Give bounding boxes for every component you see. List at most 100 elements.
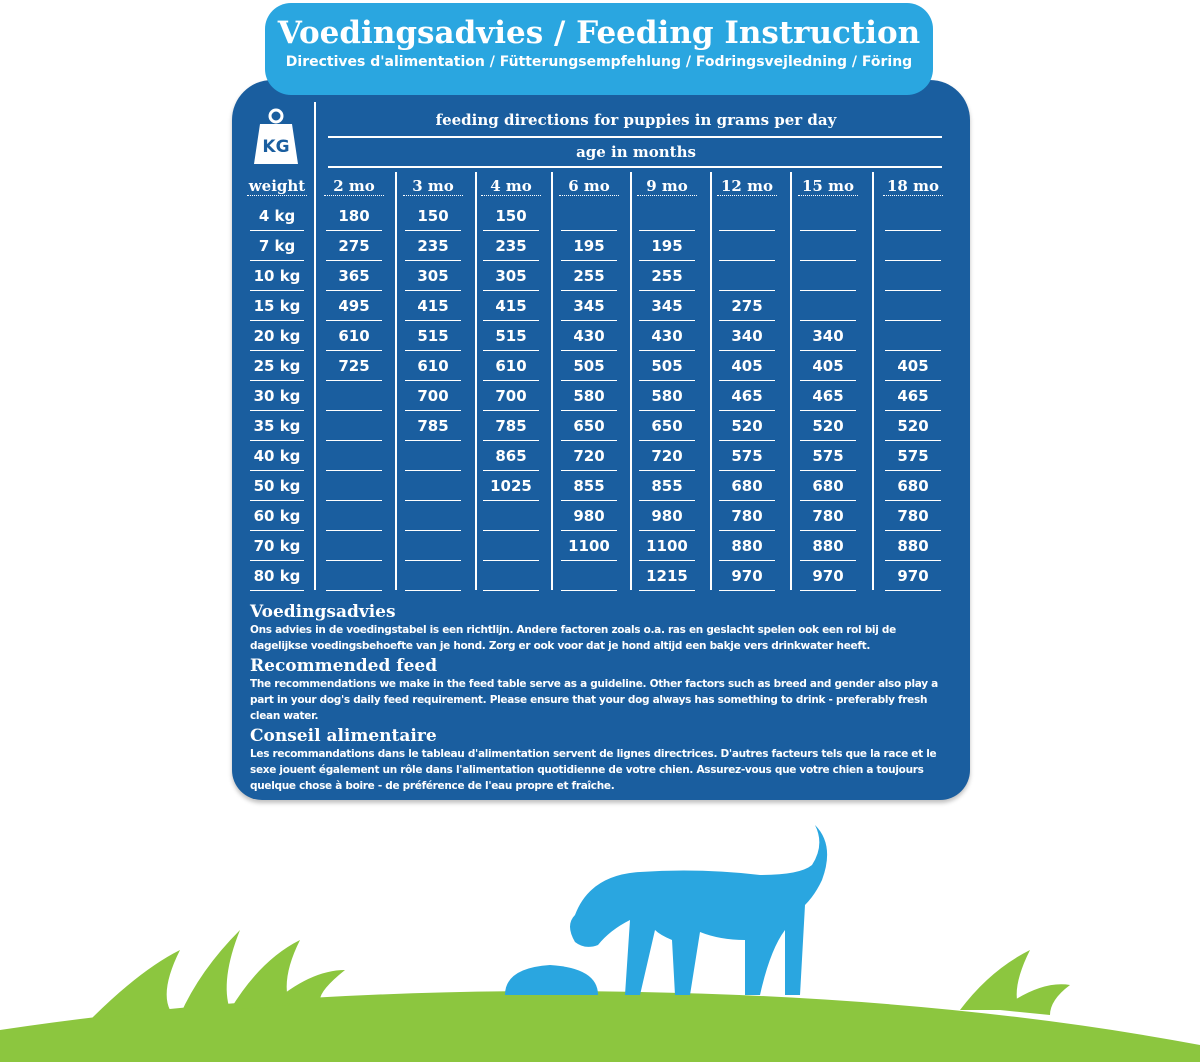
value-cell [483,503,539,533]
value-cell: 970 [885,563,941,593]
table-subcaption: age in months [576,143,696,161]
column-divider [872,172,874,590]
value-cell: 580 [639,383,695,413]
value-cell [483,533,539,563]
value-cell [405,473,461,503]
value-cell: 305 [405,263,461,293]
page-subtitle: Directives d'alimentation / Fütterungsem… [285,54,913,70]
value-cell: 1100 [639,533,695,563]
value-cell: 720 [561,443,617,473]
value-cell: 405 [885,353,941,383]
value-cell: 415 [483,293,539,323]
value-cell [885,263,941,293]
value-cell: 650 [561,413,617,443]
dog-scene [0,825,1200,1062]
column-header: 9 mo [637,177,697,196]
column-divider [710,172,712,590]
value-cell: 150 [483,203,539,233]
column-header: 4 mo [481,177,541,196]
weight-cell: 10 kg [250,263,304,293]
value-cell: 865 [483,443,539,473]
value-cell: 195 [639,233,695,263]
value-cell: 365 [326,263,382,293]
column-divider [551,172,553,590]
value-cell: 680 [885,473,941,503]
column-divider [475,172,477,590]
value-cell: 855 [561,473,617,503]
value-cell [800,263,856,293]
grass-hill [0,991,1200,1062]
value-cell: 180 [326,203,382,233]
value-cell: 785 [405,413,461,443]
weight-cell: 15 kg [250,293,304,323]
value-cell [326,473,382,503]
value-cell: 505 [561,353,617,383]
value-cell [326,533,382,563]
value-cell: 1215 [639,563,695,593]
value-cell [639,203,695,233]
value-cell [561,203,617,233]
weight-cell: 25 kg [250,353,304,383]
value-cell [326,563,382,593]
value-cell [483,563,539,593]
value-cell: 880 [719,533,775,563]
value-cell: 430 [639,323,695,353]
column-divider [630,172,632,590]
value-cell: 780 [885,503,941,533]
weight-cell: 40 kg [250,443,304,473]
column-header: 18 mo [883,177,943,196]
value-cell: 430 [561,323,617,353]
value-cell: 575 [719,443,775,473]
value-cell: 855 [639,473,695,503]
value-cell: 305 [483,263,539,293]
value-cell [800,293,856,323]
weight-cell: 35 kg [250,413,304,443]
weight-cell: 70 kg [250,533,304,563]
value-cell: 495 [326,293,382,323]
column-divider [790,172,792,590]
value-cell: 610 [483,353,539,383]
value-cell [326,383,382,413]
value-cell: 700 [483,383,539,413]
value-cell: 575 [800,443,856,473]
value-cell [405,563,461,593]
value-cell [405,443,461,473]
value-cell: 340 [800,323,856,353]
value-cell: 970 [719,563,775,593]
weight-cell: 7 kg [250,233,304,263]
column-header: 3 mo [403,177,463,196]
value-cell: 980 [561,503,617,533]
table-caption: feeding directions for puppies in grams … [435,111,837,129]
value-cell: 520 [719,413,775,443]
value-cell: 235 [483,233,539,263]
value-cell: 700 [405,383,461,413]
value-cell [719,203,775,233]
header-tab: Voedingsadvies / Feeding Instruction Dir… [265,3,933,95]
divider [314,102,316,590]
value-cell: 1025 [483,473,539,503]
value-cell: 195 [561,233,617,263]
value-cell: 515 [405,323,461,353]
column-divider [395,172,397,590]
value-cell: 680 [719,473,775,503]
value-cell: 235 [405,233,461,263]
value-cell [885,233,941,263]
value-cell: 520 [800,413,856,443]
value-cell: 345 [561,293,617,323]
value-cell: 610 [405,353,461,383]
weight-cell: 4 kg [250,203,304,233]
value-cell [326,503,382,533]
value-cell [719,233,775,263]
value-cell [405,533,461,563]
weight-cell: 50 kg [250,473,304,503]
value-cell [405,503,461,533]
value-cell [885,293,941,323]
value-cell: 780 [719,503,775,533]
value-cell: 405 [800,353,856,383]
value-cell: 785 [483,413,539,443]
value-cell: 780 [800,503,856,533]
value-cell: 515 [483,323,539,353]
value-cell: 680 [800,473,856,503]
weight-header: weight [247,177,307,196]
value-cell [885,323,941,353]
